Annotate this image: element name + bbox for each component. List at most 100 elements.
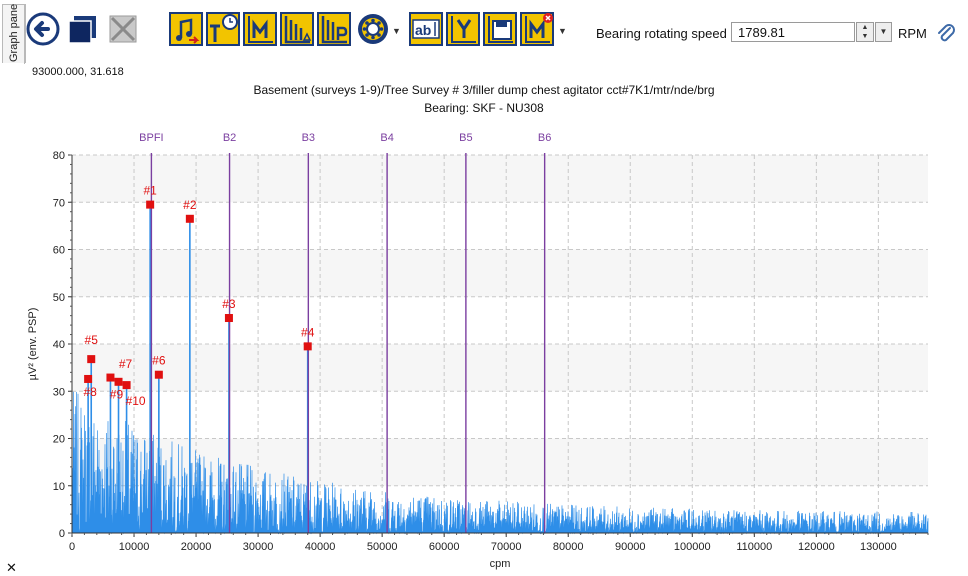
speed-spinner[interactable]: ▲ ▼: [856, 22, 874, 42]
y-tick-label: 40: [53, 339, 65, 351]
peak-label: #6: [152, 354, 166, 368]
peak-marker: [114, 377, 123, 386]
t-clock-icon: [206, 12, 240, 46]
plot-band: [72, 155, 928, 203]
peak-label: #1: [143, 184, 157, 198]
spin-up-icon[interactable]: ▲: [861, 24, 869, 31]
peak-marker: [122, 381, 131, 390]
y-cursor-button[interactable]: [446, 12, 480, 46]
bearing-button[interactable]: [356, 12, 390, 46]
fault-label-b3: B3: [302, 132, 315, 144]
x-tick-label: 50000: [367, 541, 398, 553]
m-clear-dropdown-icon[interactable]: ▼: [558, 26, 567, 36]
y-tick-label: 70: [53, 197, 65, 209]
x-tick-label: 10000: [119, 541, 150, 553]
fault-label-bpfi: BPFI: [139, 132, 163, 144]
m-cursor-icon: [243, 12, 277, 46]
spectrum-line: [71, 391, 929, 535]
fault-label-b5: B5: [459, 132, 472, 144]
fault-label-b4: B4: [380, 132, 393, 144]
y-tick-label: 20: [53, 434, 65, 446]
peak-label: #5: [85, 333, 99, 347]
x-tick-label: 110000: [736, 541, 772, 553]
p-cursor-icon: [317, 12, 351, 46]
save-button[interactable]: [483, 12, 517, 46]
y-tick-label: 10: [53, 481, 65, 493]
peak-marker: [185, 214, 194, 223]
y-tick-label: 50: [53, 292, 65, 304]
peak-marker: [146, 200, 155, 209]
harmonic-button[interactable]: [280, 12, 314, 46]
bearing-icon: [358, 14, 388, 44]
chart-subtitle: Bearing: SKF - NU308: [424, 101, 544, 115]
peak-label: #7: [119, 357, 133, 371]
fault-label-b2: B2: [223, 132, 236, 144]
peak-label: #2: [183, 198, 197, 212]
y-tick-label: 60: [53, 245, 65, 257]
y-axis-label: µV² (env. PSP): [27, 308, 39, 381]
plot-band: [72, 438, 928, 486]
window-icon: [68, 16, 96, 44]
x-tick-label: 20000: [181, 541, 212, 553]
peak-marker: [106, 373, 115, 382]
music-export-button[interactable]: [169, 12, 203, 46]
peak-marker: [87, 355, 96, 364]
peak-label: #8: [83, 385, 97, 399]
close-icon[interactable]: ✕: [6, 560, 17, 575]
x-tick-label: 60000: [429, 541, 460, 553]
m-marker-button[interactable]: [243, 12, 277, 46]
ab-text-icon: ab: [409, 12, 443, 46]
svg-text:ab: ab: [415, 22, 431, 38]
x-tick-label: 70000: [491, 541, 522, 553]
spin-down-icon[interactable]: ▼: [861, 33, 869, 40]
fault-label-b6: B6: [538, 132, 551, 144]
x-tick-label: 80000: [553, 541, 584, 553]
back-arrow-icon: [26, 12, 60, 46]
y-cursor-icon: [446, 12, 480, 46]
x-tick-label: 0: [69, 541, 75, 553]
x-tick-label: 30000: [243, 541, 274, 553]
note-export-icon: [169, 12, 203, 46]
text-label-button[interactable]: ab: [409, 12, 443, 46]
back-button[interactable]: [26, 12, 60, 46]
speed-unit: RPM: [898, 26, 927, 41]
x-axis-label: cpm: [490, 558, 511, 570]
spectrum-chart[interactable]: BPFI B2 B3 B4 B5 B6 0 10 20 30 40 50 60 70 80 0 10000 200…: [0, 120, 968, 576]
m-clear-button[interactable]: [520, 12, 554, 46]
x-tick-label: 100000: [674, 541, 711, 553]
peak-marker: [154, 370, 163, 379]
peak-label: #4: [301, 325, 315, 339]
speed-dropdown-icon[interactable]: ▼: [875, 22, 892, 42]
pane-divider: [24, 4, 25, 64]
x-tick-label: 40000: [305, 541, 336, 553]
bearing-speed-input[interactable]: [731, 22, 855, 42]
paperclip-icon: [938, 24, 955, 42]
window-button[interactable]: [66, 12, 100, 46]
y-tick-label: 0: [59, 528, 65, 540]
cross-box-icon: [109, 15, 137, 43]
plot-band: [72, 249, 928, 297]
floppy-icon: [483, 12, 517, 46]
peak-marker: [224, 314, 233, 323]
graph-pane-tab[interactable]: Graph pane: [2, 4, 26, 63]
cursor-coordinates: 93000.000, 31.618: [32, 66, 124, 78]
m-clear-icon: [520, 12, 554, 46]
paperclip-button[interactable]: [934, 22, 958, 46]
y-tick-label: 30: [53, 386, 65, 398]
peak-label: #10: [126, 394, 146, 408]
x-tick-label: 130000: [860, 541, 897, 553]
chart-title: Basement (surveys 1-9)/Tree Survey # 3/f…: [253, 83, 715, 97]
plot-band: [72, 344, 928, 392]
x-tick-label: 120000: [798, 541, 835, 553]
bearing-dropdown-icon[interactable]: ▼: [392, 26, 401, 36]
harmonic-cursor-icon: [280, 12, 314, 46]
y-tick-label: 80: [53, 150, 65, 162]
disabled-view-button[interactable]: [106, 12, 140, 46]
bearing-speed-label: Bearing rotating speed: [596, 26, 727, 41]
peak-label: #9: [110, 388, 124, 402]
toolbar: ▼ ab ▼: [26, 12, 968, 54]
time-cursor-button[interactable]: [206, 12, 240, 46]
peak-button[interactable]: [317, 12, 351, 46]
x-tick-label: 90000: [615, 541, 646, 553]
peak-marker: [84, 374, 93, 383]
